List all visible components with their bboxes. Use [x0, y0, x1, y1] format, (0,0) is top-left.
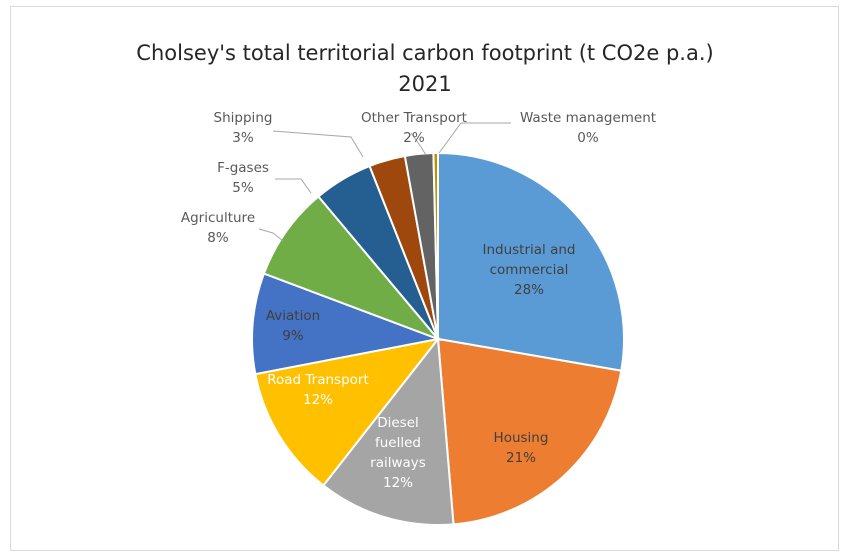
slice-percent-label-waste-management: 0%: [577, 130, 599, 146]
data-labels: Industrial and commercial 28% Housing 21% Die…: [181, 110, 656, 491]
slice-name-label-industrial-and-commercial: Industrial and: [482, 242, 575, 258]
slice-name-label-diesel-fuelled-railways: railways: [370, 455, 426, 471]
pie-slice-industrial-and-commercial: [437, 151, 625, 372]
slice-percent-label-housing: 21%: [506, 450, 536, 466]
slice-name-label-aviation: Aviation: [266, 308, 320, 324]
leader-line-agriculture: [258, 228, 284, 242]
slice-name-label-waste-management: Waste management: [520, 110, 656, 126]
slice-name-label-diesel-fuelled-railways: Diesel: [377, 415, 419, 431]
chart-title-line-1: Cholsey's total territorial carbon footp…: [136, 41, 713, 65]
slice-percent-label-shipping: 3%: [232, 130, 254, 146]
slice-percent-label-other-transport: 2%: [403, 130, 425, 146]
slice-name-label-industrial-and-commercial: commercial: [490, 262, 569, 278]
slice-name-label-road-transport: Road Transport: [267, 372, 369, 388]
pie-slice-diesel-fuelled-railways: [321, 336, 455, 526]
pie-slice-housing: [436, 337, 623, 526]
slice-percent-label-agriculture: 8%: [207, 230, 229, 246]
pie-slice-road-transport: [254, 337, 441, 487]
slice-percent-label-industrial-and-commercial: 28%: [514, 282, 544, 298]
leader-line-f-gases: [275, 178, 312, 194]
leader-line-shipping: [272, 130, 364, 158]
pie-slice-aviation: [251, 272, 442, 376]
pie-slice-waste-management: [432, 151, 439, 340]
slice-name-label-f-gases: F-gases: [217, 160, 269, 176]
leader-lines: [258, 122, 511, 242]
pie-chart: Cholsey's total territorial carbon footp…: [136, 41, 714, 526]
slice-name-label-agriculture: Agriculture: [181, 210, 255, 226]
chart-area: Cholsey's total territorial carbon footp…: [10, 6, 839, 551]
slice-name-label-housing: Housing: [494, 430, 549, 446]
slice-percent-label-f-gases: 5%: [232, 180, 254, 196]
slice-percent-label-aviation: 9%: [282, 328, 304, 344]
slice-name-label-shipping: Shipping: [214, 110, 273, 126]
slice-name-label-diesel-fuelled-railways: fuelled: [375, 435, 421, 451]
leader-line-waste-management: [438, 122, 511, 154]
pie-slice-agriculture: [262, 195, 442, 342]
chart-title-line-2: 2021: [398, 72, 451, 96]
slice-percent-label-diesel-fuelled-railways: 12%: [383, 475, 413, 491]
slice-percent-label-road-transport: 12%: [303, 392, 333, 408]
pie-slices: [251, 151, 625, 526]
slice-name-label-other-transport: Other Transport: [361, 110, 467, 126]
leader-line-other-transport: [410, 132, 427, 156]
